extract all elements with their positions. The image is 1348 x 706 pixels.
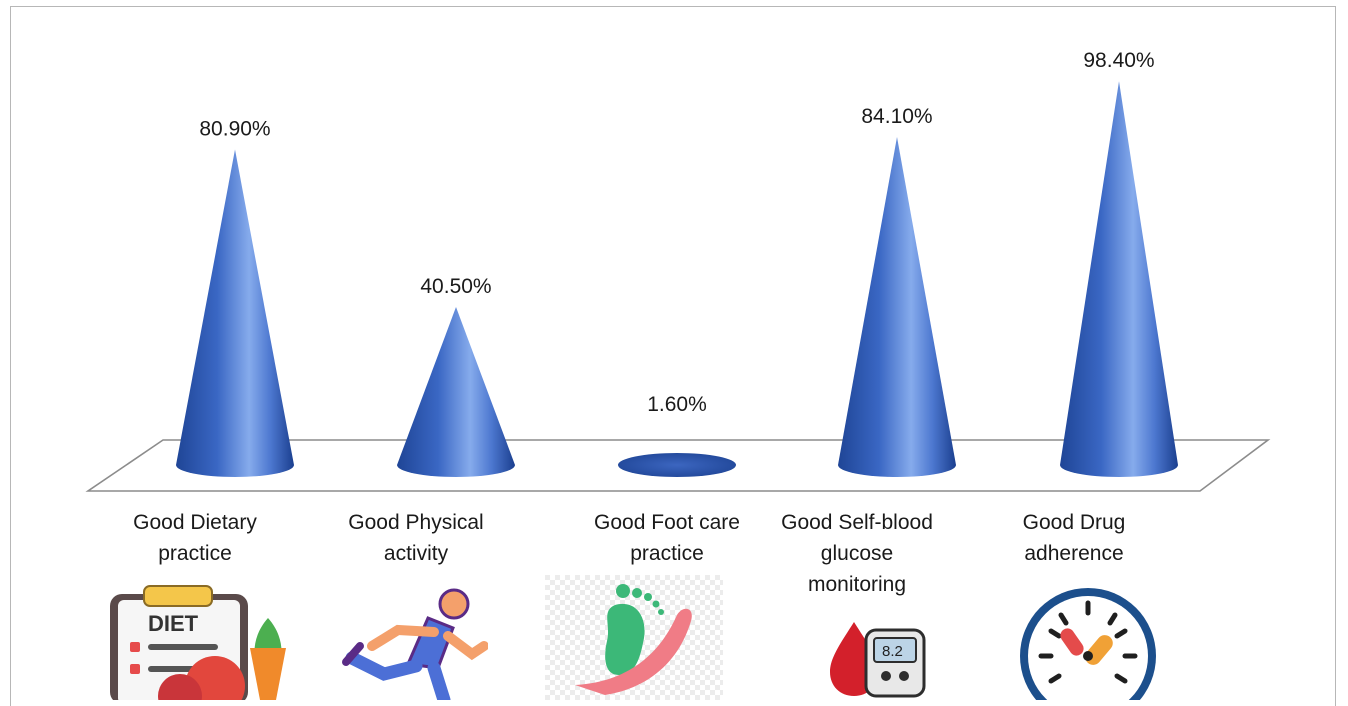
cone-body <box>1060 81 1178 478</box>
cone-bar <box>618 453 736 477</box>
cone-bar <box>176 149 294 478</box>
data-label: 40.50% <box>420 275 491 298</box>
glucose-meter-icon: 8.2 <box>830 622 926 698</box>
category-label: Good Self-blood glucose monitoring <box>781 511 933 596</box>
cones-layer <box>176 81 1178 478</box>
cone-base <box>618 453 736 477</box>
data-label: 1.60% <box>647 393 707 416</box>
data-label: 80.90% <box>199 117 270 140</box>
category-label: Good Dietary practice <box>133 511 257 565</box>
foot-care-icon <box>545 575 723 700</box>
glucose-reading: 8.2 <box>882 643 903 660</box>
cone-bar <box>397 307 515 477</box>
drug-clock-icon <box>1020 588 1156 700</box>
runner-icon <box>342 588 488 700</box>
category-label: Good Foot care practice <box>594 511 740 565</box>
data-label: 84.10% <box>861 105 932 128</box>
diet-icon: DIET <box>110 585 286 700</box>
value-labels-layer: 80.90% 40.50% 1.60% 84.10% 98.40% <box>199 49 1154 416</box>
cone-body <box>397 307 515 477</box>
data-label: 98.40% <box>1083 49 1154 72</box>
category-label: Good Drug adherence <box>1022 511 1126 565</box>
cone-bar <box>838 137 956 477</box>
diet-board-text: DIET <box>148 611 199 636</box>
chart-frame <box>10 6 1336 706</box>
category-label: Good Physical activity <box>348 511 484 565</box>
cone-body <box>176 149 294 478</box>
cone-bar <box>1060 81 1178 478</box>
cone-body <box>838 137 956 477</box>
